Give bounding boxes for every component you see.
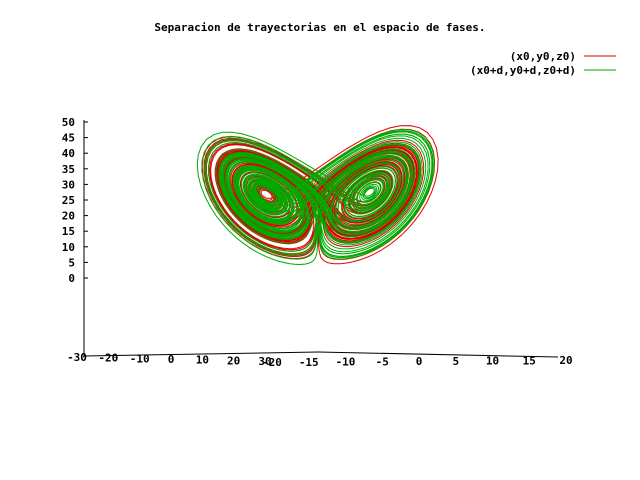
x-tick-label: -10 [130, 352, 150, 365]
legend: (x0,y0,z0) (x0+d,y0+d,z0+d) [470, 50, 616, 77]
z-tick-label: 10 [62, 241, 75, 254]
z-tick-label: 35 [62, 163, 75, 176]
z-tick-label: 5 [68, 256, 75, 269]
z-tick-label: 20 [62, 210, 75, 223]
x-tick-label: -30 [67, 351, 87, 364]
x-tick-label: -20 [98, 352, 118, 365]
z-axis-ticks [84, 121, 88, 279]
z-tick-label: 15 [62, 225, 75, 238]
y-tick-label: 15 [523, 354, 536, 367]
y-tick-label: -10 [336, 356, 356, 369]
y-tick-label: -5 [376, 355, 389, 368]
z-axis-tick-labels: 0 5 10 15 20 25 30 35 40 45 50 [62, 116, 75, 285]
z-tick-label: 40 [62, 147, 75, 160]
x-tick-label: 30 [258, 355, 271, 368]
y-tick-label: 0 [416, 355, 423, 368]
z-tick-label: 45 [62, 132, 75, 145]
y-tick-label: 5 [452, 355, 459, 368]
legend-label-series-2: (x0+d,y0+d,z0+d) [470, 64, 576, 77]
y-tick-label: 20 [559, 354, 572, 367]
x-tick-label: 20 [227, 354, 240, 367]
trajectories [196, 125, 439, 266]
trajectory-series-2 [196, 128, 435, 266]
y-axis-tick-labels: -20 -15 -10 -5 0 5 10 15 20 [262, 354, 573, 369]
z-tick-label: 0 [68, 272, 75, 285]
y-axis-line [317, 351, 559, 358]
x-axis-line [83, 351, 319, 357]
x-axis-tick-labels: -30 -20 -10 0 10 20 30 [67, 351, 272, 368]
z-tick-label: 25 [62, 194, 75, 207]
y-tick-label: -20 [262, 356, 282, 369]
chart-title: Separacion de trayectorias en el espacio… [154, 21, 485, 34]
x-tick-label: 10 [196, 354, 209, 367]
z-tick-label: 50 [62, 116, 75, 129]
y-tick-label: 10 [486, 355, 499, 368]
legend-label-series-1: (x0,y0,z0) [510, 50, 576, 63]
z-tick-label: 30 [62, 178, 75, 191]
x-tick-label: 0 [168, 353, 175, 366]
y-tick-label: -15 [299, 356, 319, 369]
